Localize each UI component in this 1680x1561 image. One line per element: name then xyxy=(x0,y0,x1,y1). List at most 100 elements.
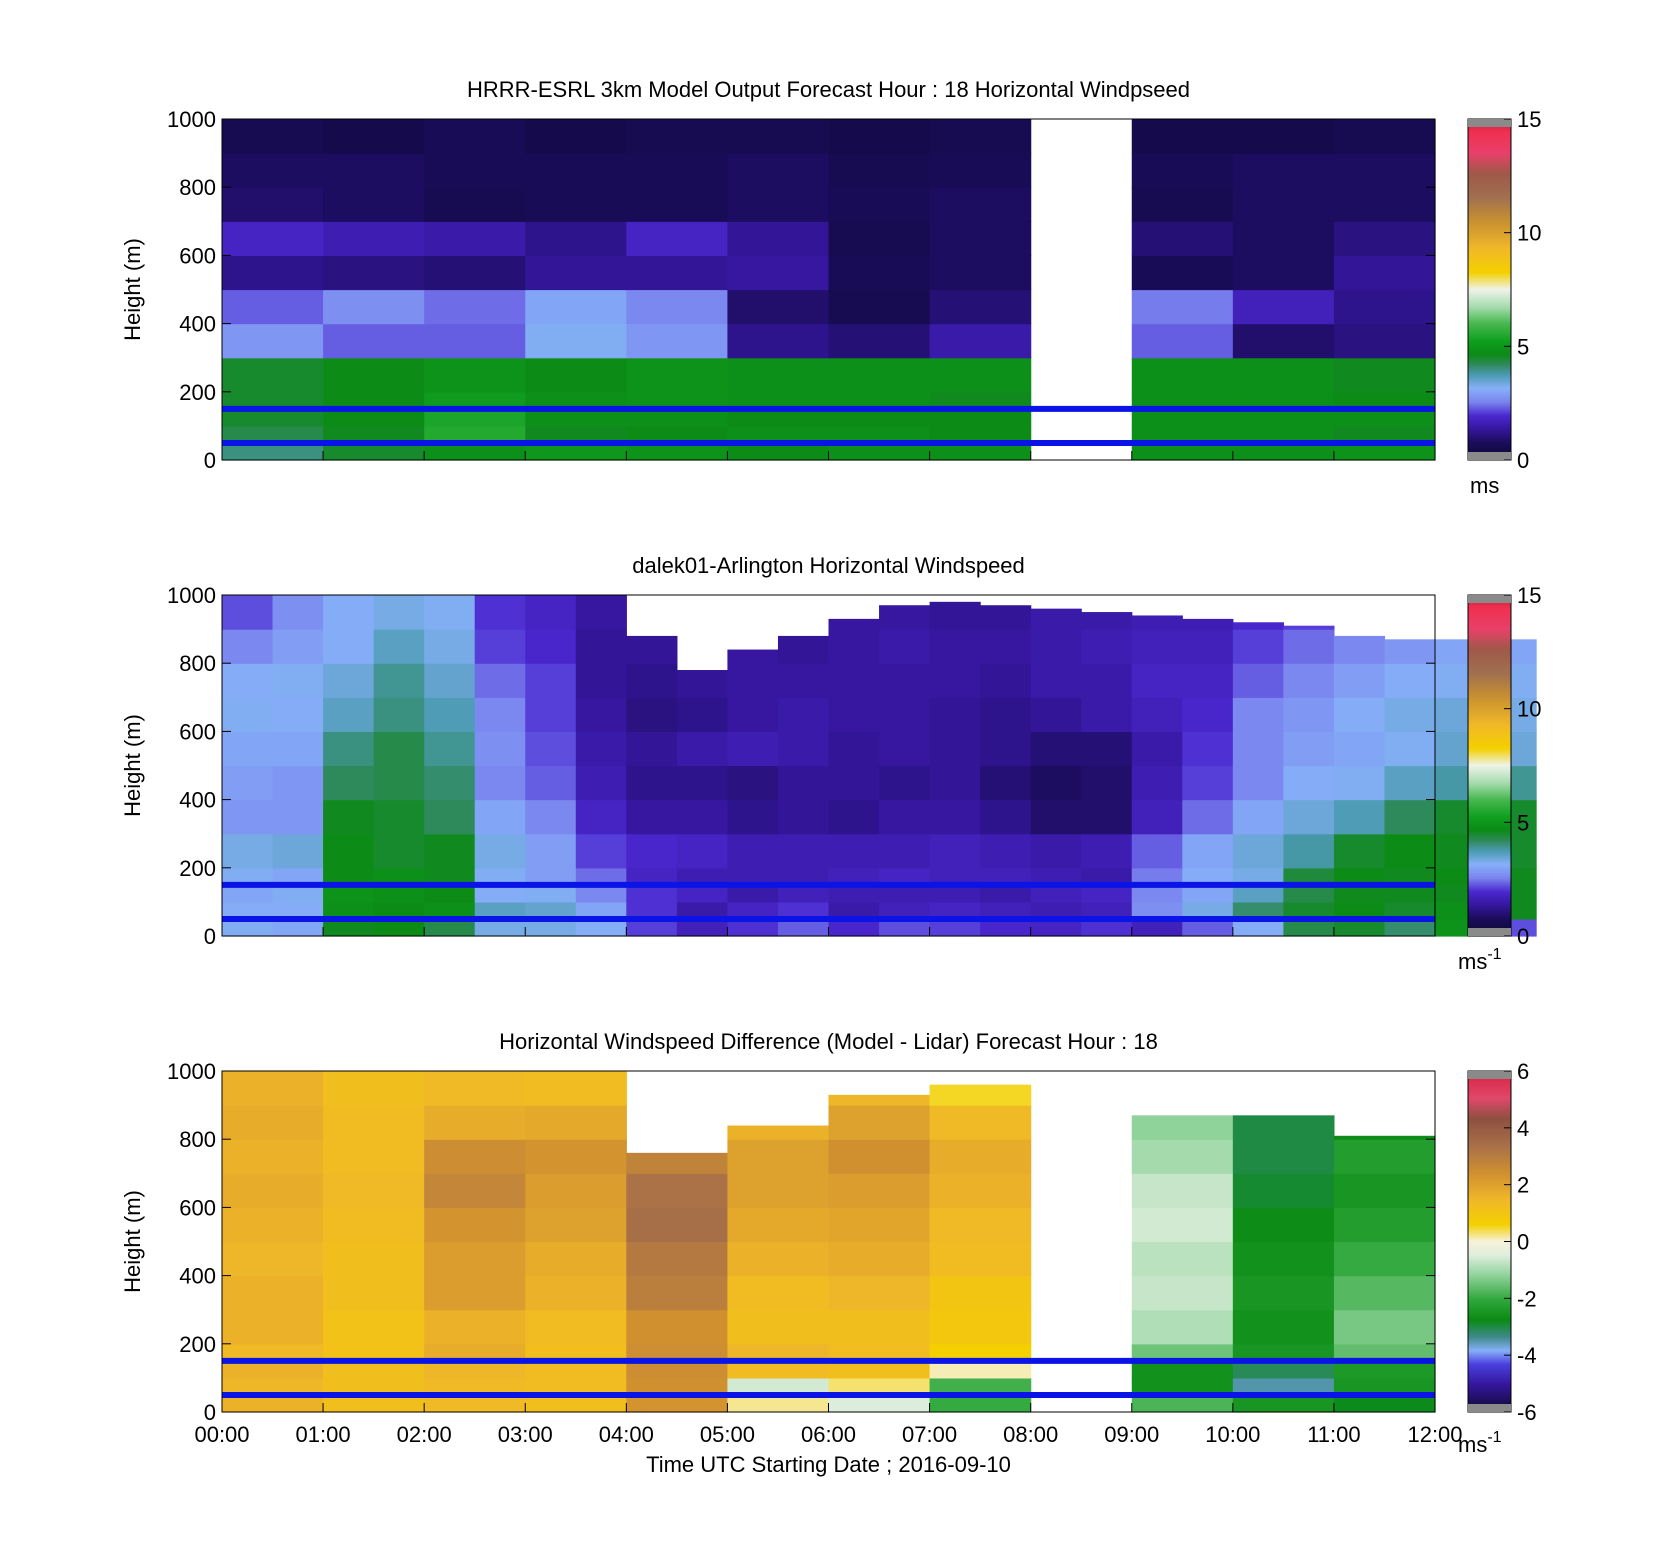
heatmap-cell xyxy=(424,425,526,444)
heatmap-cell xyxy=(929,1360,1032,1379)
heatmap-cell xyxy=(1131,425,1234,444)
heatmap-cell xyxy=(323,289,425,325)
heatmap-cell xyxy=(1081,918,1133,937)
heatmap-cell xyxy=(828,697,880,732)
heatmap-cell xyxy=(373,799,425,835)
heatmap-cell xyxy=(1384,884,1436,903)
heatmap-cell xyxy=(525,1275,627,1311)
y-tick-label: 600 xyxy=(179,243,216,268)
heatmap-cell xyxy=(424,1173,526,1208)
heatmap-cell xyxy=(272,867,324,886)
heatmap-cell xyxy=(1232,119,1335,154)
heatmap-cell xyxy=(1030,901,1082,920)
heatmap-cell xyxy=(1333,289,1436,325)
y-axis-label: Height (m) xyxy=(120,1190,145,1293)
heatmap-cell xyxy=(980,629,1032,664)
heatmap-cell xyxy=(1283,731,1335,767)
heatmap-cell xyxy=(828,289,931,325)
heatmap-cell xyxy=(424,442,526,461)
heatmap-cell xyxy=(980,731,1032,767)
heatmap-cell xyxy=(1081,884,1133,903)
heatmap-cell xyxy=(323,255,425,291)
heatmap-cell xyxy=(626,153,729,188)
heatmap-cell xyxy=(222,357,324,393)
heatmap-cell xyxy=(1333,731,1386,767)
heatmap-cell xyxy=(626,221,729,256)
colorbar-tick-label: 10 xyxy=(1517,697,1541,722)
heatmap-cell xyxy=(1384,663,1436,698)
heatmap-cell xyxy=(929,187,1032,222)
heatmap-cell xyxy=(626,1275,729,1311)
heatmap-cell xyxy=(323,833,375,869)
heatmap-cell xyxy=(424,697,476,732)
heatmap-cell xyxy=(1232,425,1335,444)
heatmap-cell xyxy=(929,1394,1032,1413)
heatmap-cell xyxy=(626,697,678,732)
heatmap-cell xyxy=(1232,1241,1335,1277)
heatmap-cell xyxy=(626,867,678,886)
heatmap-cell xyxy=(424,408,526,427)
heatmap-cell xyxy=(929,663,981,698)
y-tick-label: 400 xyxy=(179,312,216,337)
heatmap-cell xyxy=(626,357,729,393)
heatmap-cell xyxy=(323,629,375,664)
heatmap-cell xyxy=(929,765,981,801)
heatmap-cell xyxy=(1131,153,1234,188)
heatmap-cell xyxy=(1131,1377,1234,1396)
heatmap-cell xyxy=(424,833,476,869)
heatmap-cell xyxy=(980,663,1032,698)
heatmap-cell xyxy=(1030,918,1082,937)
heatmap-cell xyxy=(676,799,729,835)
x-tick-label: 09:00 xyxy=(1104,1422,1159,1447)
heatmap-cell xyxy=(222,1275,324,1311)
heatmap-cell xyxy=(575,884,627,903)
heatmap-cell xyxy=(980,697,1032,732)
x-axis-label: Time UTC Starting Date ; 2016-09-10 xyxy=(646,1452,1011,1477)
heatmap-cell xyxy=(373,765,425,801)
y-tick-label: 200 xyxy=(179,856,216,881)
heatmap-cell xyxy=(727,884,779,903)
heatmap-cell xyxy=(1131,1115,1234,1140)
heatmap-cell xyxy=(1081,731,1133,767)
heatmap-cell xyxy=(1384,731,1436,767)
heatmap-cell xyxy=(1131,442,1234,461)
heatmap-cell xyxy=(575,663,627,698)
heatmap-cell xyxy=(879,731,931,767)
heatmap-cell xyxy=(525,357,627,393)
heatmap-cell xyxy=(1182,618,1234,630)
colorbar-underflow-cap xyxy=(1468,452,1511,460)
heatmap-cell xyxy=(828,323,931,359)
heatmap-cell xyxy=(626,918,678,937)
heatmap-cell xyxy=(1232,221,1335,256)
heatmap-cell xyxy=(1333,697,1386,732)
heatmap-cell xyxy=(1333,187,1436,222)
heatmap-cell xyxy=(525,884,577,903)
heatmap-cell xyxy=(879,605,931,630)
heatmap-cell xyxy=(1182,731,1234,767)
heatmap-cell xyxy=(1131,765,1183,801)
heatmap-cell xyxy=(626,799,678,835)
panel-2: dalek01-Arlington Horizontal Windspeed 0 2… xyxy=(120,553,1541,974)
heatmap-cell xyxy=(1333,1275,1436,1311)
heatmap-cell xyxy=(1333,1207,1436,1243)
heatmap-cell xyxy=(1131,615,1183,630)
heatmap-cell xyxy=(1232,1139,1335,1174)
heatmap-cell xyxy=(474,918,526,937)
x-tick-label: 05:00 xyxy=(700,1422,755,1447)
heatmap-cell xyxy=(879,884,931,903)
heatmap-cell xyxy=(929,1173,1032,1208)
heatmap-cell xyxy=(222,187,324,222)
heatmap-cell xyxy=(525,901,577,920)
heatmap-cell xyxy=(424,1275,526,1311)
heatmap-cell xyxy=(1333,833,1386,869)
heatmap-cell xyxy=(525,1394,627,1413)
heatmap-cell xyxy=(1384,639,1436,664)
heatmap-cells xyxy=(222,119,1436,461)
heatmap-cell xyxy=(575,595,627,630)
heatmap-cell xyxy=(1333,884,1386,903)
panel-title: HRRR-ESRL 3km Model Output Forecast Hour… xyxy=(467,77,1190,102)
heatmap-cell xyxy=(676,697,729,732)
heatmap-cell xyxy=(879,867,931,886)
heatmap-cell xyxy=(676,833,729,869)
heatmap-cell xyxy=(1131,1360,1234,1379)
